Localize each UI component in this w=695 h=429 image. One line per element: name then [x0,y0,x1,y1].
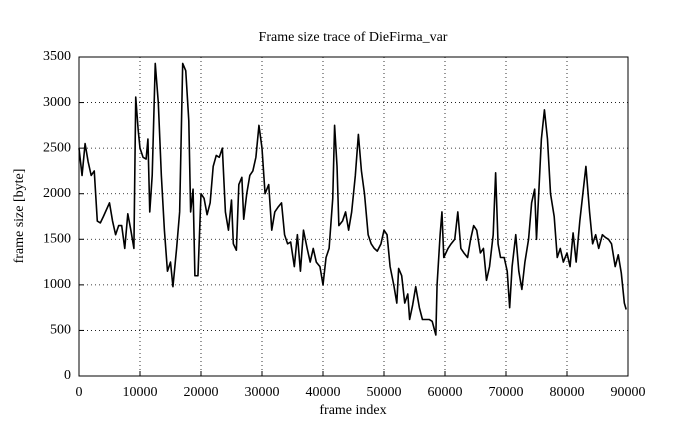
x-axis-label: frame index [319,403,386,418]
plot-frame [78,56,629,377]
data-line [78,62,627,336]
y-tick-label: 3000 [43,95,71,110]
x-tick-label: 20000 [184,385,219,400]
x-tick-label: 40000 [306,385,341,400]
x-tick-label: 90000 [611,385,646,400]
y-tick-label: 2500 [43,140,71,155]
y-tick-label: 3500 [43,49,71,64]
x-tick-label: 70000 [489,385,524,400]
y-tick-label: 500 [50,323,71,338]
x-tick-label: 50000 [367,385,402,400]
y-tick-label: 2000 [43,186,71,201]
y-tick-label: 0 [64,368,71,383]
y-tick-label: 1000 [43,277,71,292]
y-tick-label: 1500 [43,232,71,247]
chart-title: Frame size trace of DieFirma_var [259,30,448,45]
y-axis-label: frame size [byte] [12,169,27,264]
x-tick-label: 60000 [428,385,463,400]
x-tick-label: 30000 [245,385,280,400]
x-tick-label: 10000 [123,385,158,400]
x-tick-label: 0 [76,385,83,400]
x-tick-label: 80000 [550,385,585,400]
